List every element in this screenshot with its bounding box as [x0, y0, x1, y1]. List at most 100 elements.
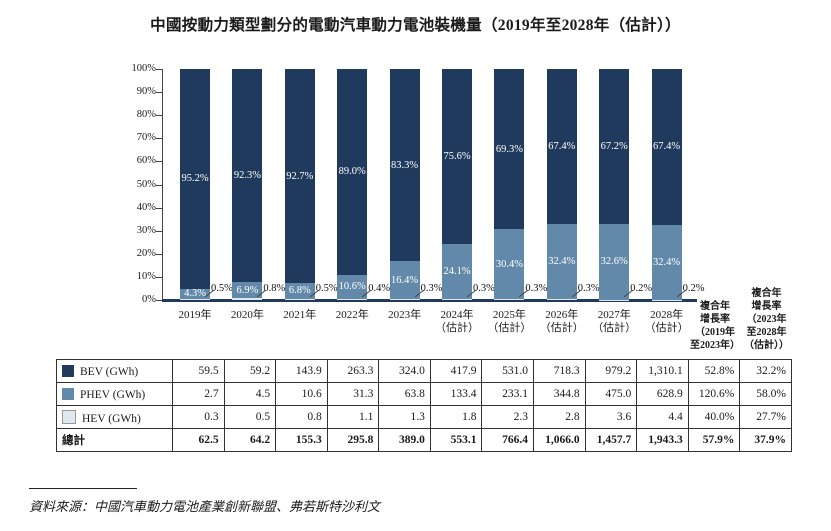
cagr-header-line: （估計）） [744, 340, 789, 351]
cagr-header-1: 複合年 增長率 （2019年 至2023年） [689, 300, 741, 352]
table-value-cell: 52.8% [687, 359, 741, 383]
table-value-cell: 0.5 [223, 405, 277, 429]
row-label-cell: BEV (GWh) [56, 359, 173, 383]
bar-label-bev: 95.2% [181, 173, 209, 185]
bar-label-bev: 92.3% [233, 170, 261, 182]
bar-label-bev: 67.4% [548, 141, 576, 153]
y-axis-tick-label: 100% [131, 63, 157, 74]
x-axis-label-year: 2026年 [545, 309, 579, 321]
table-value-cell: 2.8 [533, 405, 586, 429]
table-value-cell: 27.7% [739, 405, 792, 429]
table-value-cell: 59.2 [223, 359, 277, 383]
data-table: BEV (GWh) 59.5 59.2 143.9 263.3 324.0 417.9 531… [56, 359, 792, 452]
table-value-cell: 32.2% [739, 359, 792, 383]
x-axis-label: 2026年 （估計） [531, 309, 593, 335]
bar-segment-bev [442, 69, 472, 244]
table-row: BEV (GWh) 59.5 59.2 143.9 263.3 324.0 417.9 531… [56, 359, 792, 383]
data-table-body: BEV (GWh) 59.5 59.2 143.9 263.3 324.0 417.9 531… [56, 359, 792, 452]
bar-label-bev: 67.4% [653, 141, 681, 153]
table-value-cell: 63.8 [378, 382, 431, 406]
table-value-cell: 4.4 [636, 405, 689, 429]
bar-label-phev: 24.1% [443, 265, 471, 277]
x-axis-label: 2025年 （估計） [478, 309, 540, 335]
y-axis-tick-label: 80% [136, 109, 156, 121]
bar-label-phev: 4.3% [184, 288, 206, 300]
table-value-cell: 10.6 [275, 382, 328, 406]
row-label-cell: PHEV (GWh) [56, 382, 173, 406]
x-axis-label-estimate-note: （估計） [592, 322, 637, 334]
table-value-cell: 531.0 [481, 359, 535, 383]
y-axis-tick [156, 161, 162, 163]
bar-segment-bev [180, 69, 210, 289]
bar-segment-phev [494, 229, 525, 300]
x-axis-label: 2028年 （估計） [636, 309, 698, 335]
table-value-cell: 1,066.0 [533, 428, 586, 452]
hev-callout-label: 0.5% [315, 283, 338, 294]
x-axis-label: 2022年 [321, 309, 383, 322]
cagr-header-line: （2023年 [746, 314, 787, 325]
bar-segment-hev [337, 299, 368, 300]
bar-label-phev: 6.8% [288, 285, 311, 297]
table-value-cell: 389.0 [378, 428, 431, 452]
bar-segment-phev [546, 224, 577, 300]
hev-callout-label: 0.4% [368, 283, 391, 294]
table-value-cell: 3.6 [584, 405, 638, 429]
table-value-cell: 120.6% [687, 382, 741, 406]
table-value-cell: 57.9% [687, 428, 741, 452]
hev-callout-label: 0.8% [263, 283, 286, 294]
cagr-header-line: 至2028年 [746, 327, 787, 338]
y-axis-tick [156, 276, 162, 278]
bar-2022年: 89.0% 10.6% [337, 69, 368, 300]
source-note: 資料來源：中國汽車動力電池產業創新聯盟、弗若斯特沙利文 [29, 499, 381, 514]
legend-swatch [62, 409, 76, 424]
x-axis-label-year: 2028年 [650, 309, 684, 321]
x-axis-label-estimate-note: （估計） [644, 322, 689, 334]
bar-2019年: 95.2% 4.3% [180, 69, 210, 300]
x-axis-line [162, 299, 697, 302]
x-axis-label-year: 2025年 [492, 309, 526, 321]
table-value-cell: 40.0% [687, 405, 741, 429]
bar-label-bev: 89.0% [338, 166, 366, 178]
bar-label-phev: 30.4% [495, 258, 523, 270]
y-axis-tick-label: 20% [136, 247, 156, 259]
x-axis-label-year: 2022年 [335, 309, 369, 321]
table-value-cell: 31.3 [326, 382, 380, 406]
table-value-cell: 417.9 [429, 359, 483, 383]
table-value-cell: 143.9 [275, 359, 328, 383]
y-axis-tick [156, 300, 162, 301]
hev-callout-label: 0.3% [473, 283, 495, 294]
x-axis-label: 2024年 （估計） [426, 309, 488, 335]
hev-callout-label: 0.3% [525, 283, 548, 294]
y-axis-tick [156, 92, 162, 94]
table-value-cell: 64.2 [223, 428, 277, 452]
y-axis-tick-label: 90% [136, 86, 156, 98]
y-axis-tick-label: 50% [136, 178, 156, 190]
row-label: PHEV (GWh) [80, 388, 146, 401]
bar-segment-phev [442, 243, 472, 300]
x-axis-label: 2023年 [374, 309, 436, 322]
legend-swatch [62, 387, 74, 400]
x-axis-label-year: 2027年 [597, 309, 631, 321]
y-axis-tick-label: 10% [136, 270, 156, 282]
table-value-cell: 1,310.1 [636, 359, 689, 383]
y-axis-tick [156, 230, 162, 232]
table-value-cell: 344.8 [533, 382, 586, 406]
table-value-cell: 233.1 [481, 382, 535, 406]
table-value-cell: 1.3 [378, 405, 431, 429]
row-label: 總計 [62, 435, 85, 447]
bar-segment-bev [337, 69, 368, 275]
bar-2025年: 69.3% 30.4% [494, 69, 525, 300]
hev-callout-label: 0.5% [211, 283, 233, 294]
table-value-cell: 475.0 [584, 382, 638, 406]
table-value-cell: 766.4 [481, 428, 535, 452]
cagr-header-line: 至2023年） [690, 340, 740, 351]
row-label: BEV (GWh) [80, 365, 139, 378]
x-axis-label: 2027年 （估計） [583, 309, 645, 335]
table-value-cell: 628.9 [636, 382, 689, 406]
x-axis-label-year: 2020年 [230, 309, 264, 321]
table-value-cell: 1.8 [429, 405, 483, 429]
footnote-rule [29, 488, 137, 489]
cagr-header-2: 複合年 增長率 （2023年 至2028年 （估計）） [740, 287, 793, 352]
y-axis-tick [156, 207, 162, 209]
bar-segment-bev [284, 69, 315, 284]
